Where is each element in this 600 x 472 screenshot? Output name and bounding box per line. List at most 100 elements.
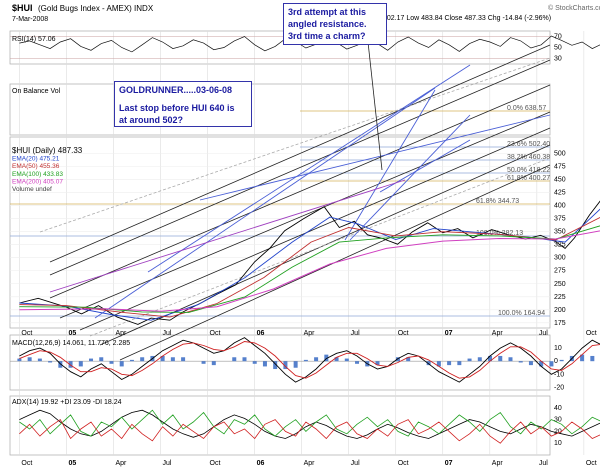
x-tick-label: Oct	[586, 330, 597, 337]
rsi-tick: 70	[554, 34, 562, 41]
macd-histogram-bar	[457, 361, 462, 366]
macd-histogram-bar	[140, 357, 145, 362]
macd-histogram-bar	[355, 361, 360, 364]
x-tick-label: 05	[68, 330, 76, 337]
x-tick-label: Apr	[492, 330, 504, 337]
macd-histogram-bar	[539, 361, 544, 367]
price-series-1	[19, 208, 600, 321]
price-tick: 500	[554, 151, 566, 158]
x-tick-label-bottom: Jul	[539, 460, 548, 467]
price-tick: 375	[554, 216, 566, 223]
price-panel	[9, 136, 551, 329]
resistance-annotation: 3rd attempt at this angled resistance. 3…	[283, 3, 387, 45]
adx-tick: 10	[554, 440, 562, 447]
goldrunner-line-2: at around 502?	[119, 115, 184, 125]
macd-histogram-bar	[447, 361, 452, 366]
macd-histogram-bar	[395, 357, 400, 362]
price-tick: 475	[554, 164, 566, 171]
header-name: (Gold Bugs Index - AMEX) INDX	[38, 4, 154, 13]
macd-histogram-bar	[528, 361, 533, 366]
x-tick-label-bottom: Oct	[210, 460, 221, 467]
x-tick-label: Jul	[351, 330, 360, 337]
macd-histogram-bar	[170, 357, 175, 362]
macd-histogram-bar	[181, 357, 186, 362]
goldrunner-annotation: GOLDRUNNER.....03-06-08 Last stop before…	[114, 81, 252, 127]
header-quote: 502.17 Low 483.84 Close 487.33 Chg -14.8…	[383, 15, 551, 22]
macd-histogram-bar	[334, 357, 339, 362]
macd-histogram-bar	[580, 354, 585, 362]
channel-line	[79, 127, 551, 331]
macd-histogram-bar	[119, 361, 124, 367]
price-legend-item: Volume undef	[12, 186, 52, 193]
adx-panel	[9, 395, 551, 456]
x-tick-label-bottom: Apr	[492, 460, 504, 467]
macd-histogram-bar	[549, 361, 554, 367]
macd-histogram-bar	[58, 361, 63, 368]
price-tick: 275	[554, 268, 566, 275]
fib-label: 61.8% 344.73	[476, 198, 519, 205]
price-legend-item: EMA(20) 475.21	[12, 156, 60, 163]
macd-histogram-bar	[293, 361, 298, 368]
macd-histogram-bar	[262, 361, 267, 367]
macd-histogram-bar	[426, 361, 431, 366]
x-tick-label-bottom: Apr	[304, 460, 316, 467]
x-tick-label: Jul	[539, 330, 548, 337]
price-legend-item: EMA(50) 455.36	[12, 163, 60, 170]
macd-histogram-bar	[17, 358, 22, 362]
adx-tick: 20	[554, 428, 562, 435]
adx-legend: ADX(14) 19.92 +DI 23.09 -DI 18.24	[12, 399, 122, 406]
macd-line	[19, 337, 600, 383]
macd-histogram-bar	[160, 355, 165, 362]
trendline	[344, 89, 436, 241]
macd-histogram-bar	[201, 361, 206, 364]
macd-histogram-bar	[252, 361, 257, 364]
price-tick: 175	[554, 320, 566, 327]
header-symbol: $HUI	[12, 3, 33, 13]
macd-histogram-bar	[559, 359, 564, 362]
trendline	[199, 114, 551, 201]
macd-histogram-bar	[314, 357, 319, 362]
macd-tick: 0	[554, 358, 558, 365]
fib-label: 38.2% 460.38	[507, 154, 550, 161]
macd-histogram-bar	[78, 361, 83, 367]
adx-minus_di-line	[19, 419, 600, 444]
macd-tick: 10	[554, 345, 562, 352]
macd-histogram-bar	[242, 357, 247, 362]
x-tick-label: Oct	[21, 330, 32, 337]
x-tick-label: 07	[445, 330, 453, 337]
macd-histogram-bar	[109, 361, 114, 364]
macd-histogram-bar	[129, 359, 134, 362]
rsi-panel	[9, 30, 551, 65]
price-tick: 450	[554, 177, 566, 184]
macd-tick: -10	[554, 371, 564, 378]
price-tick: 250	[554, 281, 566, 288]
x-tick-label-bottom: Oct	[21, 460, 32, 467]
price-tick: 400	[554, 203, 566, 210]
trendline	[147, 64, 471, 273]
macd-histogram-bar	[498, 355, 503, 362]
price-series-0	[19, 200, 600, 325]
goldrunner-line-1: Last stop before HUI 640 is	[119, 103, 235, 113]
x-tick-label: Oct	[398, 330, 409, 337]
adx-tick: 40	[554, 405, 562, 412]
price-legend-item: EMA(100) 433.83	[12, 171, 63, 178]
macd-histogram-bar	[48, 361, 53, 363]
macd-histogram-bar	[27, 357, 32, 362]
macd-histogram-bar	[232, 357, 237, 362]
macd-histogram-bar	[590, 355, 595, 362]
price-series-4	[19, 230, 600, 312]
x-tick-label-bottom: Oct	[586, 460, 597, 467]
x-tick-label: Oct	[210, 330, 221, 337]
rsi-tick: 50	[554, 45, 562, 52]
x-tick-label-bottom: Apr	[115, 460, 127, 467]
macd-histogram-bar	[324, 354, 329, 362]
goldrunner-title: GOLDRUNNER.....03-06-08	[119, 85, 233, 95]
watermark: © StockCharts.com	[548, 4, 600, 12]
fib-label: 61.8% 400.27	[507, 175, 550, 182]
fib-label: 0.0% 638.57	[507, 105, 546, 112]
fib-label: 23.6% 502.40	[507, 141, 550, 148]
macd-histogram-bar	[406, 357, 411, 362]
obv-legend: On Balance Vol	[12, 88, 61, 95]
obv-panel	[9, 83, 551, 136]
